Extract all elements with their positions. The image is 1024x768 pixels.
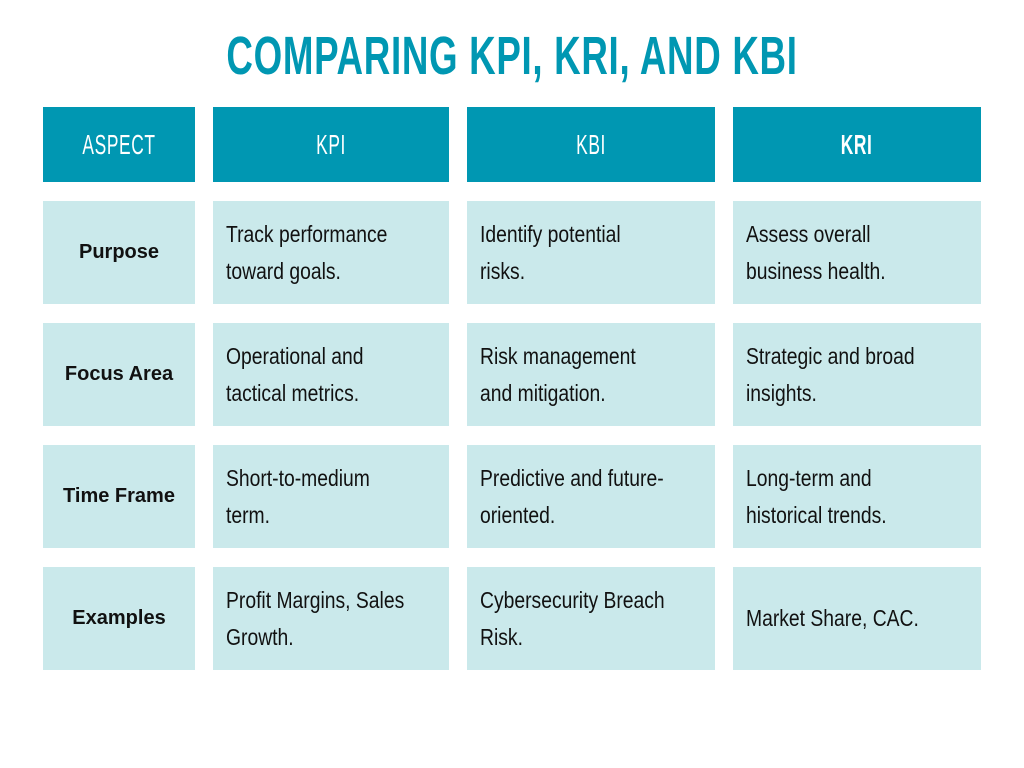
aspect-cell-focus-area: Focus Area — [43, 323, 195, 426]
aspect-cell-examples: Examples — [43, 567, 195, 670]
header-label: KRI — [841, 128, 873, 160]
header-label: KPI — [316, 128, 346, 160]
cell-text: Strategic and broad insights. — [746, 342, 915, 406]
header-label: KBI — [576, 128, 606, 160]
aspect-cell-purpose: Purpose — [43, 201, 195, 304]
header-kri: KRI — [733, 107, 981, 182]
cell-text: Market Share, CAC. — [746, 605, 919, 631]
header-aspect: ASPECT — [43, 107, 195, 182]
aspect-label: Examples — [72, 607, 166, 629]
cell-text: Predictive and future-oriented. — [480, 464, 664, 528]
header-label: ASPECT — [82, 128, 156, 160]
cell-text: Assess overall business health. — [746, 220, 886, 284]
aspect-label: Purpose — [78, 241, 160, 263]
kpi-cell: Track performance toward goals. — [213, 201, 449, 304]
kri-cell: Market Share, CAC. — [733, 567, 981, 670]
aspect-label: Time Frame — [63, 485, 175, 507]
kri-cell: Strategic and broad insights. — [733, 323, 981, 426]
cell-text: Profit Margins, Sales Growth. — [226, 586, 405, 650]
kbi-cell: Identify potential risks. — [467, 201, 715, 304]
cell-text: Short-to-medium term. — [226, 464, 370, 528]
kpi-cell: Profit Margins, Sales Growth. — [213, 567, 449, 670]
header-kbi: KBI — [467, 107, 715, 182]
kbi-cell: Predictive and future-oriented. — [467, 445, 715, 548]
cell-text: Long-term and historical trends. — [746, 464, 887, 528]
cell-text: Track performance toward goals. — [226, 220, 388, 284]
aspect-label: Focus Area — [64, 363, 174, 385]
kri-cell: Assess overall business health. — [733, 201, 981, 304]
kpi-cell: Short-to-medium term. — [213, 445, 449, 548]
page-title: COMPARING KPI, KRI, AND KBI — [226, 26, 798, 86]
cell-text: Cybersecurity Breach Risk. — [480, 586, 665, 650]
header-kpi: KPI — [213, 107, 449, 182]
kbi-cell: Risk management and mitigation. — [467, 323, 715, 426]
kbi-cell: Cybersecurity Breach Risk. — [467, 567, 715, 670]
cell-text: Risk management and mitigation. — [480, 342, 636, 406]
aspect-cell-time-frame: Time Frame — [43, 445, 195, 548]
cell-text: Operational and tactical metrics. — [226, 342, 364, 406]
cell-text: Identify potential risks. — [480, 220, 621, 284]
kri-cell: Long-term and historical trends. — [733, 445, 981, 548]
kpi-cell: Operational and tactical metrics. — [213, 323, 449, 426]
